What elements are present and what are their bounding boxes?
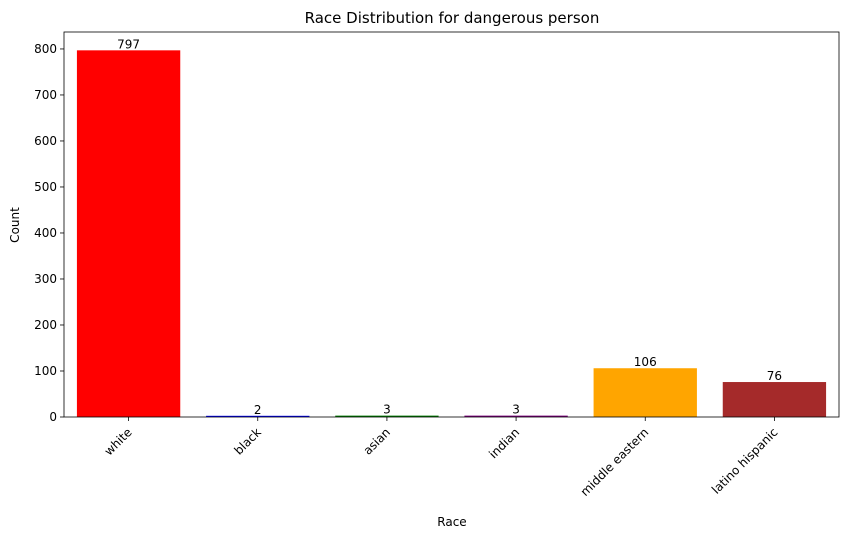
bar-value-label: 3	[512, 403, 520, 417]
bar-middle-eastern	[593, 368, 697, 417]
bar-latino-hispanic	[722, 382, 827, 417]
bar-black	[206, 415, 310, 417]
y-tick-label: 800	[34, 42, 57, 56]
y-tick-label: 700	[34, 88, 57, 102]
bar-value-label: 76	[767, 369, 782, 383]
bar-value-label: 797	[117, 37, 140, 51]
x-tick-label: white	[102, 425, 135, 458]
y-axis-label: Count	[8, 207, 22, 243]
bar-asian	[335, 415, 439, 417]
plot-frame	[63, 31, 840, 418]
x-tick-label: middle eastern	[578, 425, 652, 499]
chart-title: Race Distribution for dangerous person	[305, 9, 600, 27]
x-axis-label: Race	[437, 515, 466, 529]
y-tick-label: 200	[34, 318, 57, 332]
bar-value-label: 106	[634, 355, 657, 369]
bar-value-label: 2	[254, 403, 262, 417]
x-tick-label: black	[231, 425, 263, 457]
plot-area: 797 white 2 black 3 asian 3 indian 106 middle eas…	[34, 31, 840, 499]
y-tick-label: 0	[49, 410, 57, 424]
y-tick-label: 100	[34, 364, 57, 378]
bar-value-label: 3	[383, 403, 391, 417]
y-tick-label: 600	[34, 134, 57, 148]
bar-indian	[464, 415, 568, 417]
y-tick-label: 500	[34, 180, 57, 194]
y-tick-label: 300	[34, 272, 57, 286]
y-tick-label: 400	[34, 226, 57, 240]
x-tick-label: indian	[486, 425, 522, 461]
x-tick-label: asian	[361, 425, 393, 457]
bar-white	[76, 50, 181, 417]
x-tick-label: latino hispanic	[709, 425, 781, 497]
